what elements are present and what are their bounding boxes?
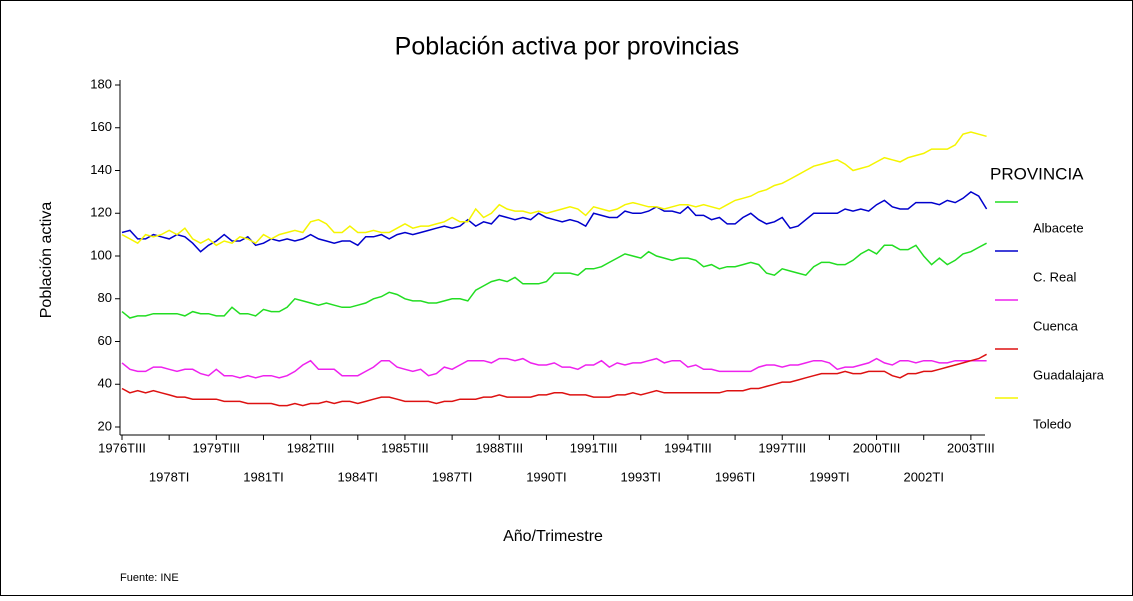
x-tick-label: 1997TIII [758, 440, 806, 455]
x-tick-label: 1994TIII [664, 440, 712, 455]
series-line [121, 131, 987, 247]
series-line [121, 191, 988, 253]
chart-title: Población activa por provincias [395, 33, 740, 61]
x-tick-label: 1993TI [621, 469, 661, 484]
legend-label: Cuenca [1033, 318, 1079, 333]
x-tick-label: 2003TIII [947, 440, 995, 455]
legend-label: Guadalajara [1033, 367, 1105, 382]
y-tick-label: 140 [90, 162, 112, 177]
x-tick-label: 1978TI [149, 469, 189, 484]
x-tick-label: 1996TI [715, 469, 755, 484]
x-tick-label: 1984TI [338, 469, 378, 484]
y-tick-label: 120 [90, 205, 112, 220]
legend-label: Toledo [1033, 416, 1071, 431]
x-tick-label: 1990TI [526, 469, 566, 484]
x-tick-label: 1987TI [432, 469, 472, 484]
y-tick-label: 180 [90, 76, 112, 91]
series-line [121, 357, 987, 379]
y-tick-label: 100 [90, 247, 112, 262]
y-tick-label: 60 [98, 333, 112, 348]
x-tick-label: 2002TI [903, 469, 943, 484]
x-axis-label: Año/Trimestre [503, 528, 603, 545]
y-axis-label: Población activa [38, 202, 55, 319]
y-tick-label: 20 [98, 418, 112, 433]
x-tick-label: 1991TIII [570, 440, 618, 455]
x-tick-label: 1982TIII [287, 440, 335, 455]
x-tick-label: 1985TIII [381, 440, 429, 455]
source: Fuente: INE [120, 572, 179, 584]
x-tick-label: 2000TIII [853, 440, 901, 455]
series-line [121, 353, 987, 407]
y-tick-label: 40 [98, 376, 112, 391]
x-tick-label: 1979TIII [192, 440, 240, 455]
x-tick-label: 1976TIII [98, 440, 146, 455]
legend-title: PROVINCIA [990, 164, 1084, 183]
y-tick-label: 80 [98, 290, 112, 305]
x-tick-label: 1981TI [243, 469, 283, 484]
x-tick-label: 1988TIII [475, 440, 523, 455]
x-tick-label: 1999TI [809, 469, 849, 484]
legend-label: Albacete [1033, 220, 1084, 235]
series-line [121, 242, 987, 319]
legend-label: C. Real [1033, 269, 1076, 284]
y-tick-label: 160 [90, 119, 112, 134]
